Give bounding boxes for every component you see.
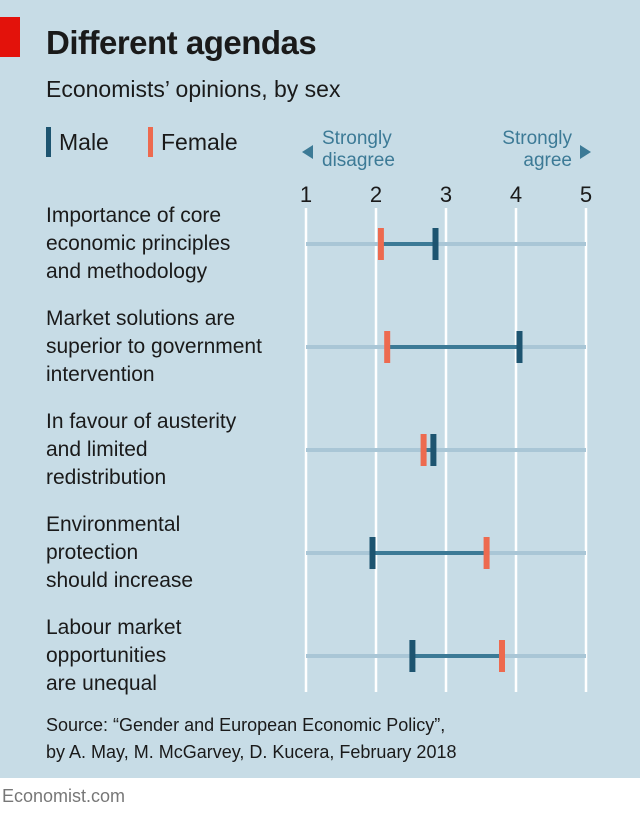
female-marker-row-2 [384, 331, 391, 363]
source-line-1: Source: “Gender and European Economic Po… [46, 715, 446, 735]
tick-label-4: 4 [510, 182, 522, 207]
category-label-line: and limited [46, 438, 148, 461]
arrow-right-icon [580, 145, 591, 159]
chart-title: Different agendas [46, 24, 317, 61]
male-marker-row-5 [409, 640, 416, 672]
tick-label-3: 3 [440, 182, 452, 207]
brand-red-tag [0, 17, 20, 57]
category-label-line: protection [46, 541, 139, 564]
male-marker-row-4 [369, 537, 376, 569]
category-label-row-1: Importance of core economic principles and… [46, 202, 306, 286]
category-label-line: intervention [46, 363, 155, 386]
tick-label-2: 2 [370, 182, 382, 207]
chart-panel [0, 0, 640, 778]
legend-female-label: Female [161, 128, 238, 155]
scale-right-line2: agree [523, 150, 572, 171]
footer-brand: Economist.com [2, 786, 126, 806]
legend-female-swatch [148, 127, 153, 157]
scale-right-label: Strongly agree [502, 128, 572, 172]
chart-plot: 1 2 3 4 5 [300, 182, 592, 692]
category-label-row-4: Environmental protection should increase [46, 511, 306, 595]
category-label-line: economic principles [46, 232, 231, 255]
category-label-row-2: Market solutions are superior to governme… [46, 305, 306, 389]
female-marker-row-4 [483, 537, 490, 569]
source-note: Source: “Gender and European Economic Po… [46, 712, 456, 766]
female-marker-row-5 [499, 640, 505, 672]
tick-label-1: 1 [300, 182, 312, 207]
source-line-2: by A. May, M. McGarvey, D. Kucera, Febru… [46, 742, 457, 762]
category-label-line: superior to government [46, 335, 262, 358]
legend-male: Male [46, 126, 109, 158]
category-label-line: Importance of core [46, 204, 222, 227]
male-marker-row-2 [516, 331, 523, 363]
scale-left-line1: Strongly [322, 128, 392, 149]
legend-female: Female [148, 126, 238, 158]
category-label-line: Labour market [46, 616, 182, 639]
legend-male-label: Male [59, 128, 109, 155]
female-marker-row-1 [377, 228, 384, 260]
scale-left-line2: disagree [322, 150, 395, 171]
male-marker-row-3 [430, 434, 437, 466]
category-label-line: Market solutions are [46, 307, 236, 330]
category-label-line: Environmental [46, 513, 181, 536]
legend-male-swatch [46, 127, 51, 157]
category-label-row-5: Labour market opportunities are unequal [46, 614, 306, 698]
tick-label-5: 5 [580, 182, 592, 207]
female-marker-row-3 [420, 434, 427, 466]
category-label-line: opportunities [46, 644, 167, 667]
category-label-line: In favour of austerity [46, 410, 237, 433]
scale-right-line1: Strongly [502, 128, 572, 149]
category-label-line: are unequal [46, 672, 157, 695]
category-label-row-3: In favour of austerity and limited redistr… [46, 408, 306, 492]
category-label-line: and methodology [46, 260, 208, 283]
scale-left-label: Strongly disagree [322, 128, 395, 172]
male-marker-row-1 [432, 228, 439, 260]
category-label-line: redistribution [46, 466, 167, 489]
chart-subtitle: Economists’ opinions, by sex [46, 76, 341, 102]
arrow-left-icon [302, 145, 313, 159]
category-label-line: should increase [46, 569, 194, 592]
